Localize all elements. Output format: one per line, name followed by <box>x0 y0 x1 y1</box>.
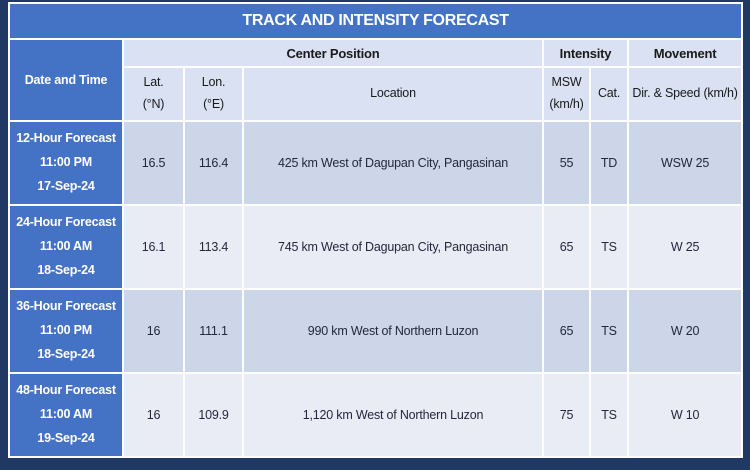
msw-value: 65 <box>544 206 589 288</box>
header-dir-speed: Dir. & Speed (km/h) <box>629 68 742 120</box>
header-group-row: Date and Time Center Position Intensity … <box>10 40 742 120</box>
forecast-date: 18-Sep-24 <box>37 346 95 361</box>
header-movement: Movement <box>629 40 742 66</box>
cat-value: TS <box>591 290 627 372</box>
header-intensity: Intensity <box>544 40 627 66</box>
track-intensity-forecast-table: TRACK AND INTENSITY FORECAST Date and Ti… <box>8 2 744 458</box>
forecast-label: 48-Hour Forecast <box>16 383 116 398</box>
msw-value: 65 <box>544 290 589 372</box>
forecast-row-36h: 36-Hour Forecast 11:00 PM 18-Sep-24 16 1… <box>10 290 742 372</box>
lon-value: 111.1 <box>185 290 242 372</box>
header-cat: Cat. <box>591 68 627 120</box>
forecast-time: 11:00 PM <box>40 155 92 170</box>
date-time-cell: 36-Hour Forecast 11:00 PM 18-Sep-24 <box>10 290 122 372</box>
header-location: Location <box>244 68 542 120</box>
lat-value: 16 <box>124 290 183 372</box>
lon-value: 109.9 <box>185 374 242 456</box>
msw-value: 75 <box>544 374 589 456</box>
date-time-cell: 48-Hour Forecast 11:00 AM 19-Sep-24 <box>10 374 122 456</box>
header-lat: Lat. (°N) <box>124 68 183 120</box>
location-value: 425 km West of Dagupan City, Pangasinan <box>244 122 542 204</box>
cat-value: TD <box>591 122 627 204</box>
location-value: 1,120 km West of Northern Luzon <box>244 374 542 456</box>
location-value: 990 km West of Northern Luzon <box>244 290 542 372</box>
lon-value: 116.4 <box>185 122 242 204</box>
dir-speed-value: WSW 25 <box>629 122 742 204</box>
forecast-date: 17-Sep-24 <box>37 178 95 193</box>
header-lon-unit: (°E) <box>203 97 224 111</box>
header-lon: Lon. (°E) <box>185 68 242 120</box>
dir-speed-value: W 25 <box>629 206 742 288</box>
date-time-cell: 24-Hour Forecast 11:00 AM 18-Sep-24 <box>10 206 122 288</box>
forecast-row-48h: 48-Hour Forecast 11:00 AM 19-Sep-24 16 1… <box>10 374 742 456</box>
lat-value: 16 <box>124 374 183 456</box>
header-date-and-time: Date and Time <box>10 40 122 120</box>
header-center-position: Center Position <box>124 40 542 66</box>
forecast-row-12h: 12-Hour Forecast 11:00 PM 17-Sep-24 16.5… <box>10 122 742 204</box>
header-sub-row: Lat. (°N) Lon. (°E) Location MSW (km/h) … <box>10 68 742 120</box>
forecast-date: 18-Sep-24 <box>37 262 95 277</box>
header-msw: MSW (km/h) <box>544 68 589 120</box>
forecast-row-24h: 24-Hour Forecast 11:00 AM 18-Sep-24 16.1… <box>10 206 742 288</box>
header-msw-label: MSW <box>551 75 582 90</box>
table-title: TRACK AND INTENSITY FORECAST <box>10 4 742 38</box>
lat-value: 16.1 <box>124 206 183 288</box>
cat-value: TS <box>591 206 627 288</box>
title-row: TRACK AND INTENSITY FORECAST <box>10 4 742 38</box>
forecast-time: 11:00 AM <box>39 239 93 254</box>
forecast-time: 11:00 PM <box>40 323 92 338</box>
forecast-time: 11:00 AM <box>39 407 93 422</box>
cat-value: TS <box>591 374 627 456</box>
header-msw-unit: (km/h) <box>549 97 584 111</box>
lat-value: 16.5 <box>124 122 183 204</box>
lon-value: 113.4 <box>185 206 242 288</box>
dir-speed-value: W 20 <box>629 290 742 372</box>
header-lat-label: Lat. <box>143 75 164 90</box>
forecast-label: 12-Hour Forecast <box>16 131 116 146</box>
header-lon-label: Lon. <box>201 75 226 90</box>
location-value: 745 km West of Dagupan City, Pangasinan <box>244 206 542 288</box>
dir-speed-value: W 10 <box>629 374 742 456</box>
msw-value: 55 <box>544 122 589 204</box>
header-lat-unit: (°N) <box>142 97 165 111</box>
forecast-label: 36-Hour Forecast <box>16 299 116 314</box>
forecast-date: 19-Sep-24 <box>37 430 95 445</box>
forecast-label: 24-Hour Forecast <box>16 215 116 230</box>
date-time-cell: 12-Hour Forecast 11:00 PM 17-Sep-24 <box>10 122 122 204</box>
